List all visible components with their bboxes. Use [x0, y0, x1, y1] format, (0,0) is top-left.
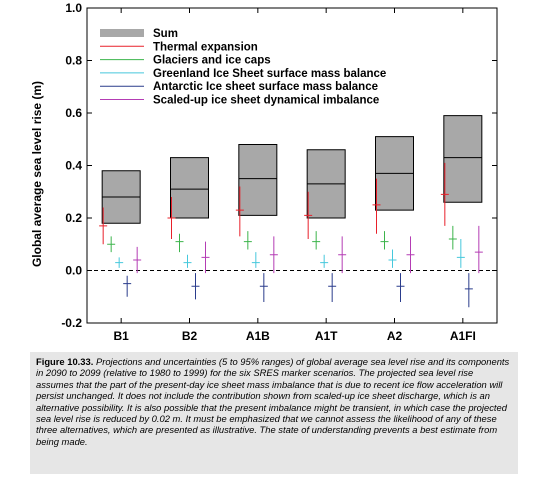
chart-marks [99, 115, 483, 308]
y-tick-label: 0.8 [65, 54, 82, 68]
y-axis: -0.2 0.0 0.2 0.4 0.6 0.8 1.0 [61, 1, 497, 330]
plot-frame [86, 7, 498, 324]
legend-label: Antarctic Ice sheet surface mass balance [153, 81, 378, 93]
y-tick-label: 0.6 [65, 106, 82, 120]
figure-caption-text: Projections and uncertainties (5 to 95% … [36, 356, 510, 447]
legend-label: Sum [153, 28, 178, 40]
y-axis-title: Global average sea level rise (m) [30, 81, 44, 267]
sum-box [238, 144, 278, 216]
x-tick-label: A1T [315, 329, 338, 343]
y-tick-label: 0.2 [65, 211, 82, 225]
y-tick-label: 1.0 [65, 1, 82, 15]
legend-label: Glaciers and ice caps [153, 55, 271, 67]
sea-level-chart: -0.20.00.20.40.60.81.0 B1 B2 A1B A1T A2 A1FI … [30, 1, 498, 343]
legend-label: Scaled-up ice sheet dynamical imbalance [153, 95, 379, 107]
x-tick-label: B2 [182, 329, 198, 343]
legend-swatch [100, 29, 144, 37]
figure-caption: Figure 10.33. Projections and uncertaint… [30, 352, 518, 474]
x-tick-label: A2 [387, 329, 403, 343]
x-tick-label: A1FI [450, 329, 476, 343]
figure-label: Figure 10.33. [36, 356, 94, 367]
sum-box [170, 157, 209, 219]
x-tick-label: B1 [113, 329, 129, 343]
y-tick-label: 0.0 [65, 264, 82, 278]
plot-border [86, 7, 498, 324]
y-tick-label: 0.4 [65, 159, 82, 173]
legend-label: Greenland Ice Sheet surface mass balance [153, 68, 386, 80]
x-axis: B1 B2 A1B A1T A2 A1FI [113, 8, 476, 343]
legend-label: Thermal expansion [153, 41, 258, 53]
sum-box [443, 115, 483, 203]
y-tick-label: -0.2 [61, 316, 82, 330]
x-tick-label: A1B [246, 329, 270, 343]
